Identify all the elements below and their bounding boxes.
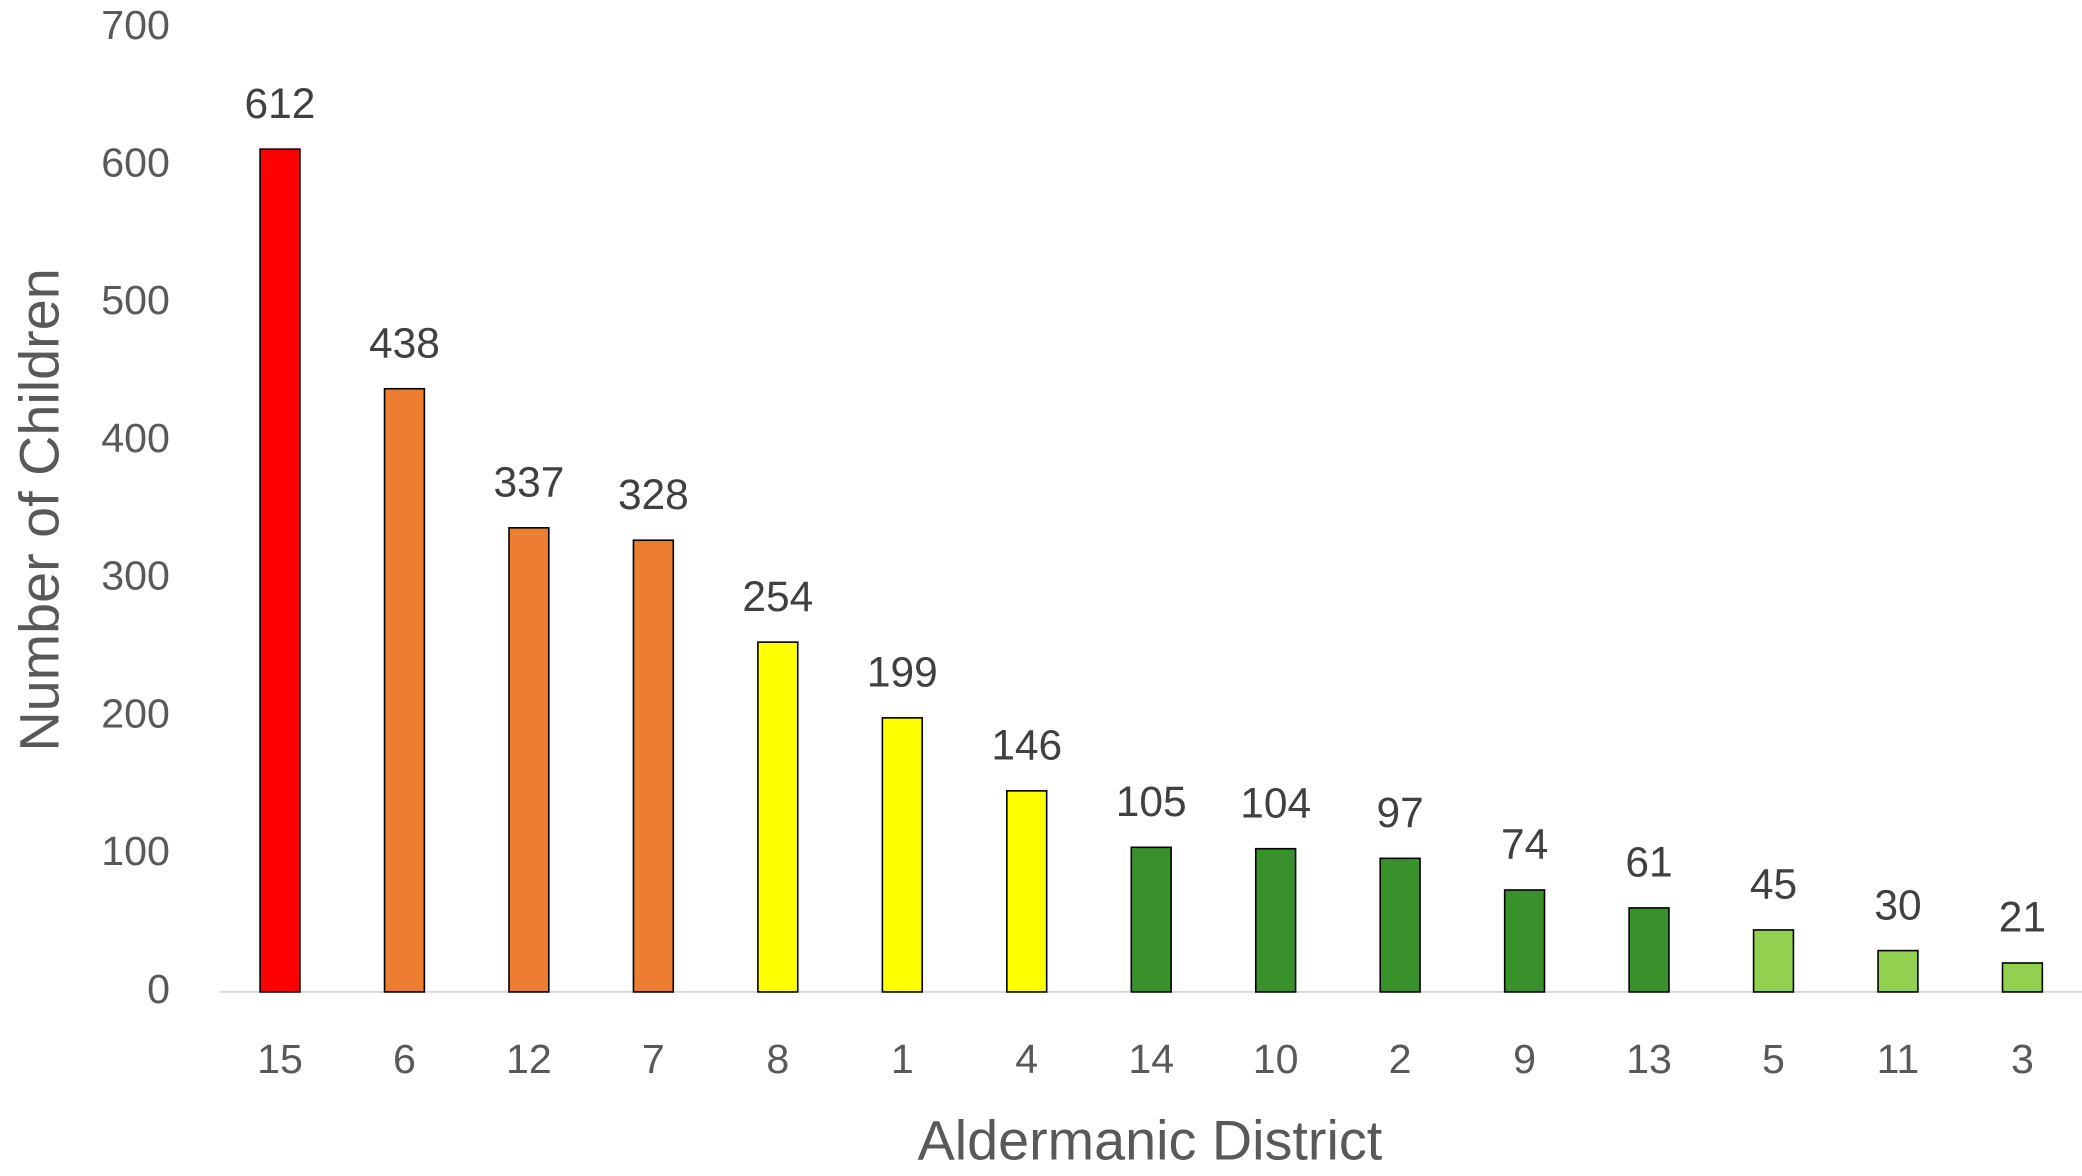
- y-tick-label: 300: [101, 553, 170, 599]
- data-label: 254: [742, 574, 813, 621]
- bar: [383, 387, 426, 993]
- y-tick-label: 200: [101, 690, 170, 736]
- bar: [1628, 907, 1670, 993]
- x-tick-label: 15: [257, 1036, 303, 1082]
- y-tick-label: 600: [101, 140, 170, 186]
- x-tick-label: 14: [1128, 1036, 1174, 1082]
- x-tick-label: 9: [1513, 1036, 1536, 1082]
- x-tick-label: 5: [1762, 1036, 1785, 1082]
- data-label: 104: [1240, 780, 1311, 827]
- bar: [2001, 962, 2044, 993]
- data-label: 97: [1377, 790, 1424, 837]
- data-label: 438: [369, 320, 440, 367]
- x-tick-label: 12: [506, 1036, 552, 1082]
- x-tick-label: 8: [766, 1036, 789, 1082]
- y-axis-title: Number of Children: [9, 268, 71, 751]
- bar: [1254, 847, 1297, 993]
- x-tick-label: 1: [891, 1036, 914, 1082]
- data-label: 45: [1750, 862, 1797, 909]
- x-axis-title: Aldermanic District: [918, 1109, 1383, 1171]
- data-label: 21: [1999, 895, 2046, 942]
- x-tick-label: 11: [1877, 1036, 1920, 1082]
- x-tick-label: 7: [642, 1036, 665, 1082]
- bar: [632, 539, 675, 993]
- bar: [508, 527, 550, 993]
- data-label: 74: [1501, 822, 1548, 869]
- x-tick-label: 4: [1015, 1036, 1038, 1082]
- data-label: 30: [1874, 882, 1921, 929]
- data-label: 105: [1116, 779, 1187, 826]
- bar: [1752, 929, 1795, 993]
- x-tick-label: 2: [1389, 1036, 1412, 1082]
- bar: [757, 641, 799, 993]
- bar: [1130, 846, 1172, 993]
- x-tick-label: 6: [393, 1036, 416, 1082]
- bar: [1379, 857, 1421, 993]
- data-label: 61: [1625, 840, 1672, 887]
- bar: [1006, 790, 1048, 993]
- y-tick-label: 400: [101, 415, 170, 461]
- data-label: 146: [991, 723, 1062, 770]
- y-tick-label: 100: [101, 828, 170, 874]
- data-label: 199: [867, 650, 938, 697]
- x-tick-label: 3: [2011, 1036, 2034, 1082]
- bar: [259, 148, 301, 993]
- bar: [1503, 889, 1546, 993]
- bar: [1877, 949, 1919, 993]
- y-tick-label: 0: [147, 966, 170, 1012]
- x-tick-label: 10: [1253, 1036, 1299, 1082]
- x-tick-label: 13: [1626, 1036, 1672, 1082]
- bar: [881, 717, 924, 993]
- y-tick-label: 700: [101, 2, 170, 48]
- data-label: 612: [245, 81, 316, 128]
- data-label: 337: [493, 460, 564, 507]
- y-tick-label: 500: [101, 277, 170, 323]
- data-label: 328: [618, 472, 689, 519]
